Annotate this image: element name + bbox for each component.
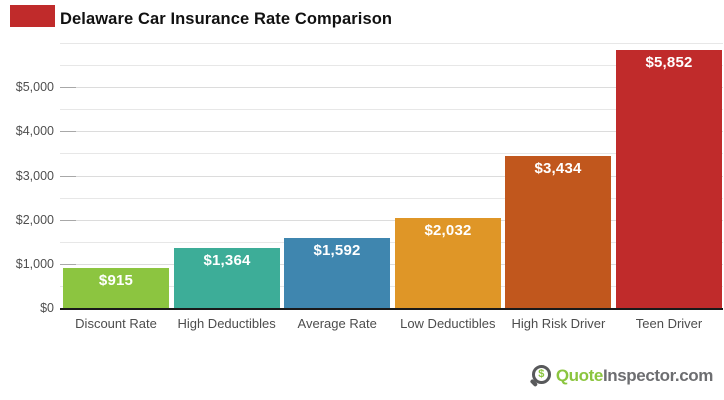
bar-value-label: $915	[98, 271, 134, 289]
y-tick-5000	[60, 87, 76, 89]
gridline-3000	[60, 175, 723, 177]
magnifier-ring: $	[531, 365, 551, 384]
gridline-1000	[60, 263, 723, 265]
y-axis-label-3000: $3,000	[15, 168, 54, 183]
accent-square	[10, 5, 55, 27]
bar-value-label: $5,852	[645, 53, 693, 71]
gridline-3500	[60, 153, 723, 155]
brand-inspector-com: Inspector.com	[602, 366, 713, 385]
y-tick-1000	[60, 263, 76, 265]
gridline-2500	[60, 197, 723, 199]
gridline-4000	[60, 131, 723, 133]
bar-value-label: $3,434	[534, 160, 582, 178]
y-tick-4000	[60, 131, 76, 133]
bar-value-label: $1,364	[203, 251, 251, 269]
y-axis-label-5000: $5,000	[15, 80, 54, 95]
bar-discount-rate: $915	[63, 267, 169, 308]
x-category-label-high-risk-driver: High Risk Driver	[511, 316, 606, 331]
x-category-label-average-rate: Average Rate	[297, 316, 377, 331]
y-tick-2000	[60, 219, 76, 221]
gridline-500	[60, 285, 723, 287]
gridline-6000	[60, 43, 723, 44]
bar-high-risk-driver: $3,434	[505, 156, 611, 308]
dollar-glyph: $	[538, 368, 545, 380]
brand-text: QuoteInspector.com	[555, 366, 714, 386]
x-category-label-teen-driver: Teen Driver	[635, 316, 703, 331]
x-category-label-high-deductibles: High Deductibles	[177, 316, 276, 331]
bar-average-rate: $1,592	[284, 237, 390, 308]
brand-quote: Quote	[555, 366, 604, 385]
x-category-label-low-deductibles: Low Deductibles	[400, 316, 496, 331]
y-axis-label-1000: $1,000	[15, 256, 54, 271]
y-axis-label-2000: $2,000	[15, 212, 54, 227]
y-axis-label-0: $0	[40, 301, 54, 315]
gridline-5500	[60, 65, 723, 67]
x-category-label-discount-rate: Discount Rate	[75, 316, 157, 331]
gridline-1500	[60, 241, 723, 243]
bar-low-deductibles: $2,032	[395, 218, 501, 308]
gridline-2000	[60, 219, 723, 221]
bar-teen-driver: $5,852	[616, 49, 722, 308]
bar-value-label: $2,032	[424, 222, 472, 240]
gridline-5000	[60, 87, 723, 89]
magnifier-dollar-icon: $	[529, 363, 553, 389]
bar-high-deductibles: $1,364	[174, 247, 280, 308]
y-tick-3000	[60, 175, 76, 177]
chart-title: Delaware Car Insurance Rate Comparison	[60, 10, 393, 28]
bar-value-label: $1,592	[313, 241, 361, 259]
plot-area: $915 $1,364 $1,592 $2,032 $3,434 $5,852	[60, 43, 723, 310]
y-axis-label-4000: $4,000	[15, 124, 54, 139]
gridline-4500	[60, 109, 723, 111]
quoteinspector-logo: $ QuoteInspector.com	[529, 363, 713, 389]
